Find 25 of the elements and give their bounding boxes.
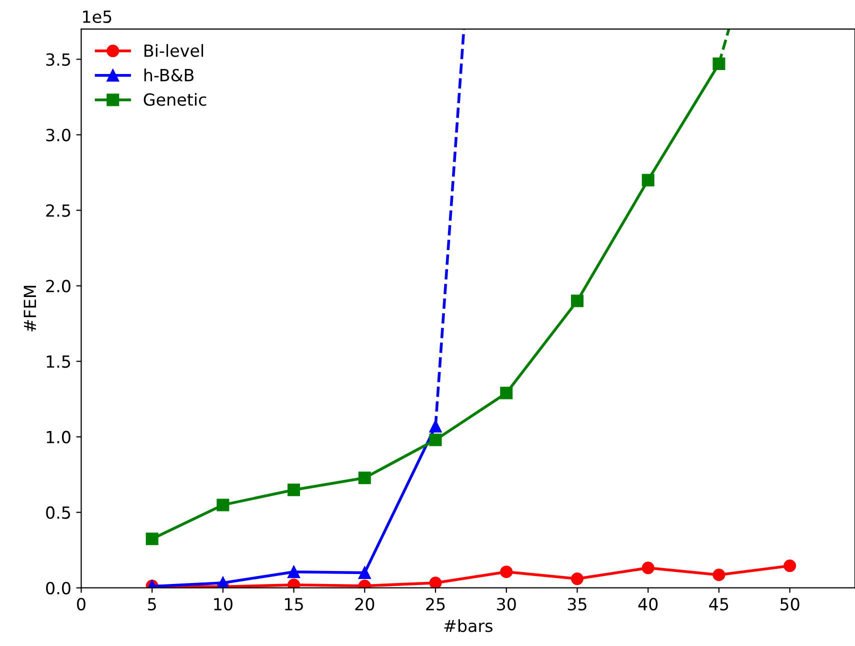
- y-tick-label: 0.5: [46, 506, 70, 519]
- x-tick-label: 45: [709, 598, 728, 610]
- x-tick-label: 10: [214, 598, 232, 610]
- y-tick-label: 1.0: [46, 430, 70, 444]
- x-tick-label: 20: [355, 598, 374, 610]
- y-tick-label: 1.5: [46, 356, 70, 368]
- x-tick-label: 35: [568, 598, 586, 610]
- x-tick-label: 25: [426, 598, 445, 610]
- x-tick-label: 15: [285, 598, 303, 610]
- x-tick-label: 40: [638, 598, 658, 610]
- x-tick-label: 50: [780, 598, 800, 610]
- y-axis-title: #FEM: [24, 286, 36, 332]
- y-tick-label: 2.0: [46, 280, 70, 292]
- x-axis-title: #bars: [444, 619, 492, 632]
- text: 1e5: [83, 10, 112, 24]
- y-tick-label: 3.5: [46, 53, 70, 66]
- x-tick-label: 30: [497, 598, 516, 610]
- y-tick-label: 0.0: [46, 582, 70, 594]
- y-tick-label: 2.5: [46, 204, 70, 217]
- x-tick-label: 0: [77, 598, 86, 610]
- legend-label: h-B&B: [144, 68, 194, 82]
- x-tick-label: 5: [148, 598, 156, 610]
- legend-label: Bi-level: [144, 44, 204, 57]
- legend-label: Genetic: [144, 92, 206, 106]
- y-tick-label: 3.0: [46, 128, 70, 142]
